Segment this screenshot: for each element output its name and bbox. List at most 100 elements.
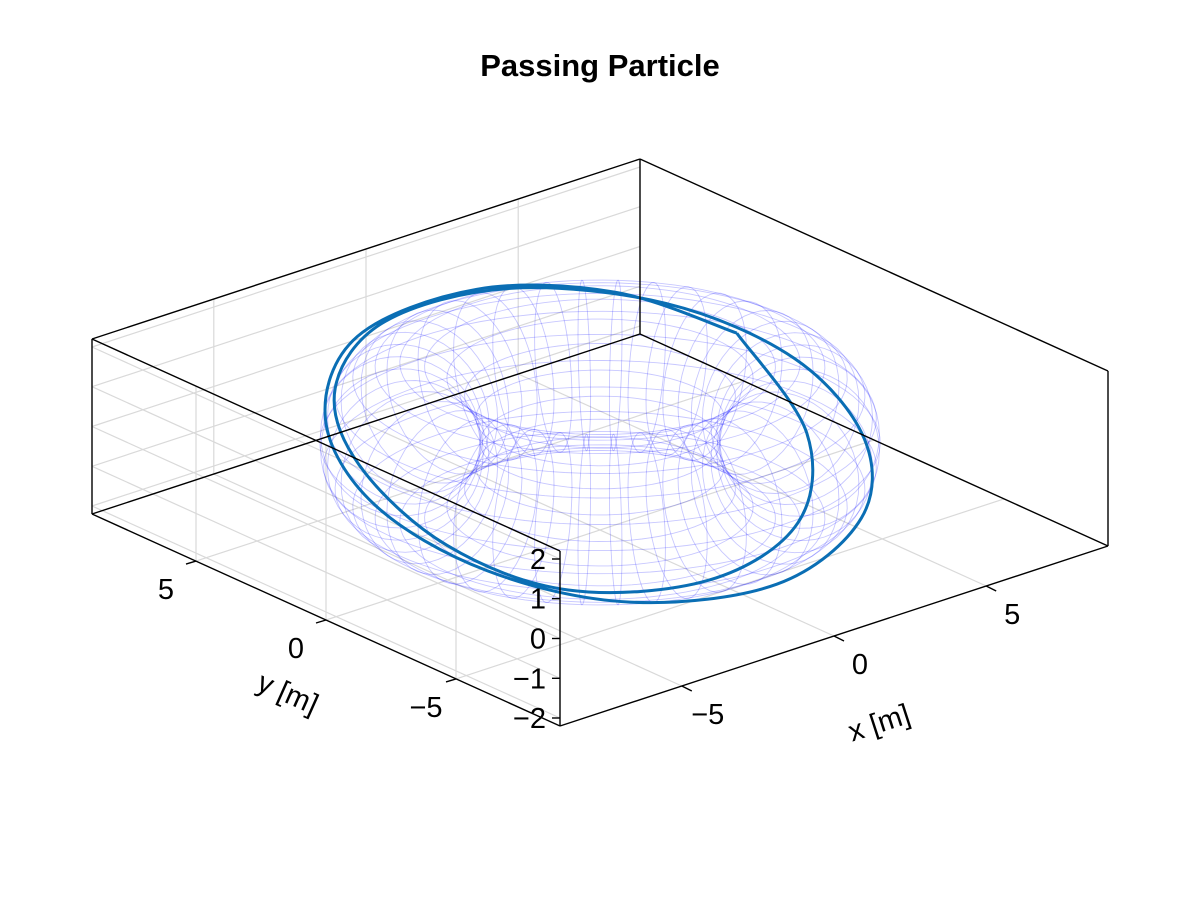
- torus-parallel: [475, 369, 725, 467]
- torus-meridian: [320, 356, 481, 517]
- torus-meridian: [386, 410, 510, 575]
- torus-meridian: [677, 418, 783, 585]
- torus-meridian: [320, 368, 481, 529]
- y-tick-label: 0: [288, 633, 304, 665]
- torus-meridian: [453, 424, 538, 593]
- floor-grid-y: [195, 380, 745, 562]
- x-tick-mark: [681, 685, 693, 692]
- y-tick-mark: [315, 619, 327, 624]
- torus-meridian: [577, 433, 592, 606]
- torus-meridian: [534, 432, 573, 603]
- torus-meridian: [701, 401, 840, 565]
- floor-back-edge: [91, 333, 641, 515]
- torus-meridian: [719, 368, 880, 529]
- wall-top-edge: [91, 158, 641, 340]
- torus-meridian: [627, 282, 666, 453]
- z-tick-label: −1: [513, 663, 546, 695]
- torus-meridian: [608, 433, 623, 606]
- chart-title: Passing Particle: [480, 48, 720, 83]
- torus-parallel: [323, 310, 877, 525]
- torus-meridian: [662, 292, 747, 461]
- torus-meridian: [360, 401, 499, 565]
- torus-meridian: [608, 279, 623, 452]
- axis-labels: x [m] y [m]: [252, 666, 914, 748]
- torus-meridian: [701, 320, 840, 484]
- floor-back-edge: [639, 333, 1109, 547]
- torus-parallel: [323, 360, 877, 575]
- torus-parallel: [374, 430, 826, 606]
- z-tick-label: 2: [530, 544, 546, 576]
- x-axis-label: x [m]: [844, 699, 914, 749]
- torus-parallel: [334, 293, 866, 499]
- wall-x-grid-z: [91, 465, 561, 679]
- torus-meridian: [645, 429, 708, 599]
- torus-meridian: [719, 356, 880, 517]
- x-tick-mark: [833, 635, 845, 642]
- torus-parallel: [424, 298, 776, 435]
- y-tick-label: 5: [158, 574, 174, 606]
- z-tick-label: 1: [530, 584, 546, 616]
- torus-meridian: [690, 410, 814, 576]
- wall-y-grid-z: [91, 206, 641, 388]
- torus-parallel: [399, 444, 801, 600]
- series-line-0: [323, 283, 874, 605]
- wall-top-edge: [91, 338, 561, 552]
- wall-y-grid-z: [91, 285, 641, 467]
- torus-meridian: [677, 300, 783, 468]
- torus-meridian: [417, 300, 523, 467]
- torus-meridian: [492, 428, 555, 599]
- x-tick-label: −5: [691, 699, 724, 731]
- torus-meridian: [716, 380, 873, 542]
- torus-meridian: [340, 391, 490, 553]
- torus-meridian: [327, 343, 484, 505]
- torus-meridian: [386, 309, 510, 475]
- grid-panels: [91, 166, 1005, 719]
- y-tick-mark: [185, 560, 197, 565]
- torus-meridian: [453, 292, 538, 461]
- torus-meridian: [534, 281, 573, 453]
- torus-meridian: [340, 331, 490, 494]
- torus-parallel: [374, 279, 826, 455]
- y-axis-label: y [m]: [252, 666, 322, 721]
- torus-meridian: [645, 286, 708, 457]
- torus-meridian: [627, 432, 666, 604]
- torus-meridian: [710, 391, 860, 554]
- y-tick-mark: [445, 678, 457, 683]
- wall-x-grid-z: [91, 425, 561, 640]
- x-tick-label: 5: [1004, 599, 1020, 631]
- y-tick-label: −5: [409, 692, 442, 724]
- x-tick-label: 0: [852, 649, 868, 681]
- torus-parallel: [479, 395, 721, 490]
- torus-meridian: [690, 310, 814, 475]
- wall-top-edge: [639, 158, 1109, 372]
- torus-meridian: [716, 344, 873, 505]
- axis-frame: [91, 158, 1109, 727]
- floor-grid-y: [455, 498, 1005, 680]
- z-tick-label: −2: [513, 703, 546, 735]
- z-tick-label: 0: [530, 624, 546, 656]
- particle-orbit-layer: [323, 283, 874, 605]
- torus-meridian: [417, 417, 523, 585]
- torus-parallel: [352, 411, 848, 603]
- torus-parallel: [475, 418, 725, 516]
- floor-grid-y: [325, 439, 875, 621]
- torus-parallel: [334, 386, 866, 592]
- tick-labels: −5 0 5 −5 0 5 −2 −1 0 1 2: [158, 544, 1020, 735]
- x-tick-mark: [985, 585, 997, 592]
- wall-x-grid-z: [91, 505, 561, 719]
- torus-parallel: [446, 318, 754, 438]
- torus-meridian: [327, 380, 484, 541]
- wall-y-grid-z: [91, 166, 641, 348]
- torus-parallel: [446, 447, 754, 567]
- torus-parallel: [319, 333, 881, 552]
- torus-meridian: [662, 424, 747, 593]
- torus-meridian: [577, 279, 592, 452]
- torus-parallel: [464, 343, 736, 449]
- wall-y-grid-z: [91, 325, 641, 507]
- wall-x-grid-z: [91, 346, 561, 560]
- torus-wireframe: [319, 279, 881, 606]
- torus-meridian: [710, 332, 860, 494]
- torus-meridian: [360, 320, 499, 484]
